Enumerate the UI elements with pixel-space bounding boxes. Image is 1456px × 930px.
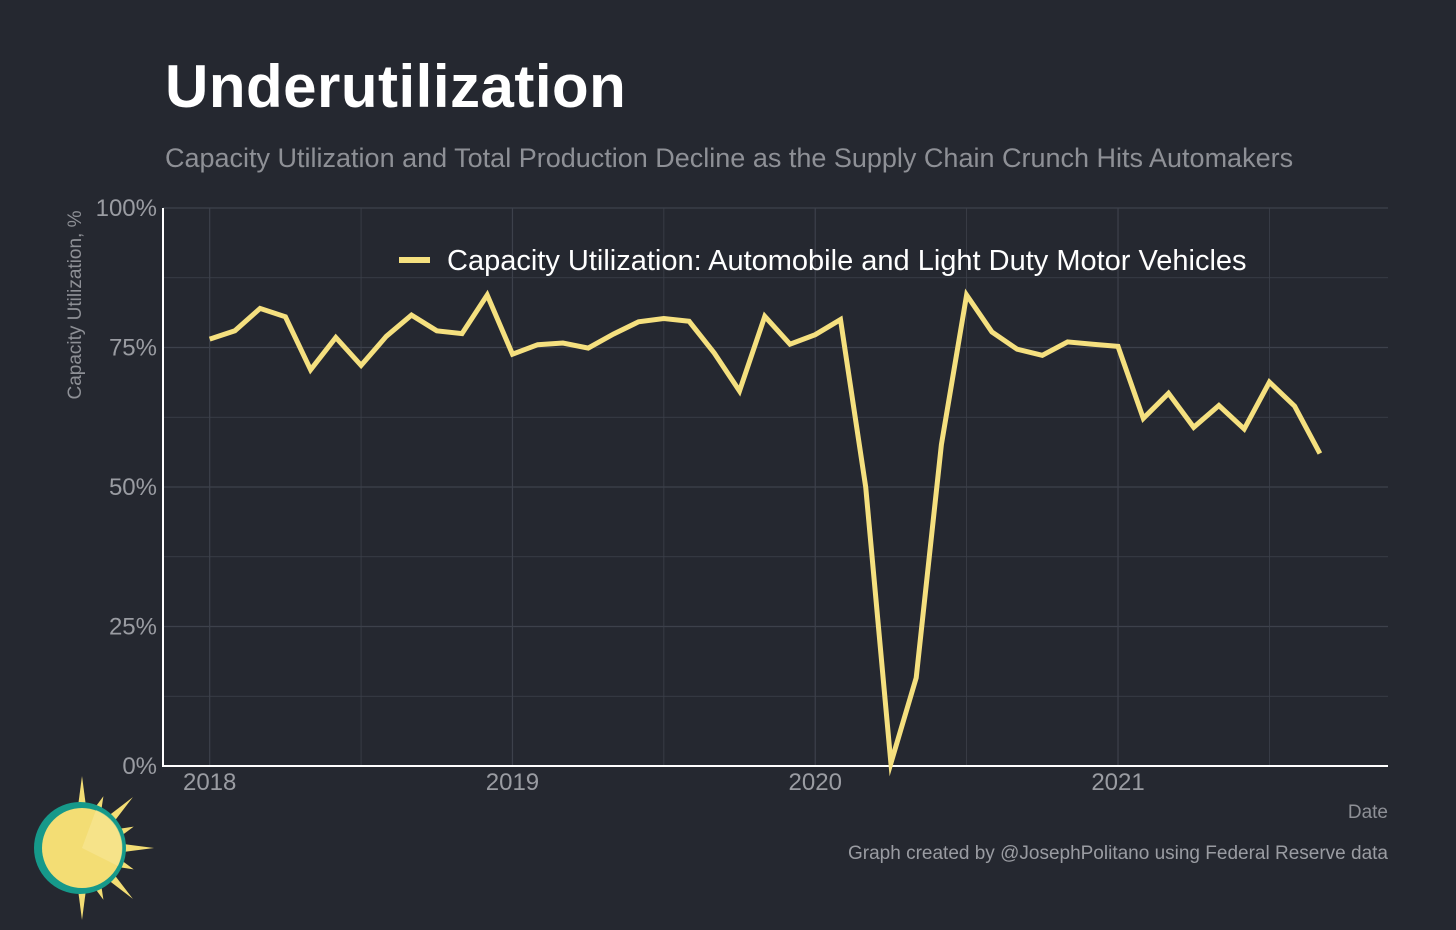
axes bbox=[162, 208, 1388, 767]
grid-lines bbox=[163, 207, 1388, 767]
series-line bbox=[208, 288, 1323, 777]
x-tick-label: 2020 bbox=[789, 769, 842, 796]
sun-highlight bbox=[82, 810, 123, 866]
chart-subtitle: Capacity Utilization and Total Productio… bbox=[165, 143, 1294, 173]
y-tick-label: 25% bbox=[109, 614, 157, 641]
sun-logo bbox=[34, 776, 154, 920]
y-tick-label: 50% bbox=[109, 474, 157, 501]
y-axis-title: Capacity Utilization, % bbox=[65, 210, 86, 399]
x-tick-label: 2018 bbox=[183, 769, 236, 796]
x-tick-label: 2019 bbox=[486, 769, 539, 796]
legend: Capacity Utilization: Automobile and Lig… bbox=[399, 245, 1247, 277]
y-tick-label: 100% bbox=[96, 195, 157, 222]
x-axis-title: Date bbox=[1348, 802, 1388, 823]
sun-ray bbox=[119, 843, 154, 853]
credit-text: Graph created by @JosephPolitano using F… bbox=[848, 843, 1388, 864]
sun-ray bbox=[77, 885, 87, 920]
series-layer bbox=[208, 288, 1323, 777]
y-tick-label: 0% bbox=[122, 753, 157, 780]
y-tick-label: 75% bbox=[109, 335, 157, 362]
chart-title: Underutilization bbox=[165, 53, 627, 120]
x-tick-label: 2021 bbox=[1091, 769, 1144, 796]
sun-ray bbox=[77, 776, 87, 811]
tick-labels: 0% 25% 50% 75% 100% 2018 2019 2020 2021 bbox=[96, 195, 1145, 796]
legend-label: Capacity Utilization: Automobile and Lig… bbox=[447, 245, 1247, 277]
